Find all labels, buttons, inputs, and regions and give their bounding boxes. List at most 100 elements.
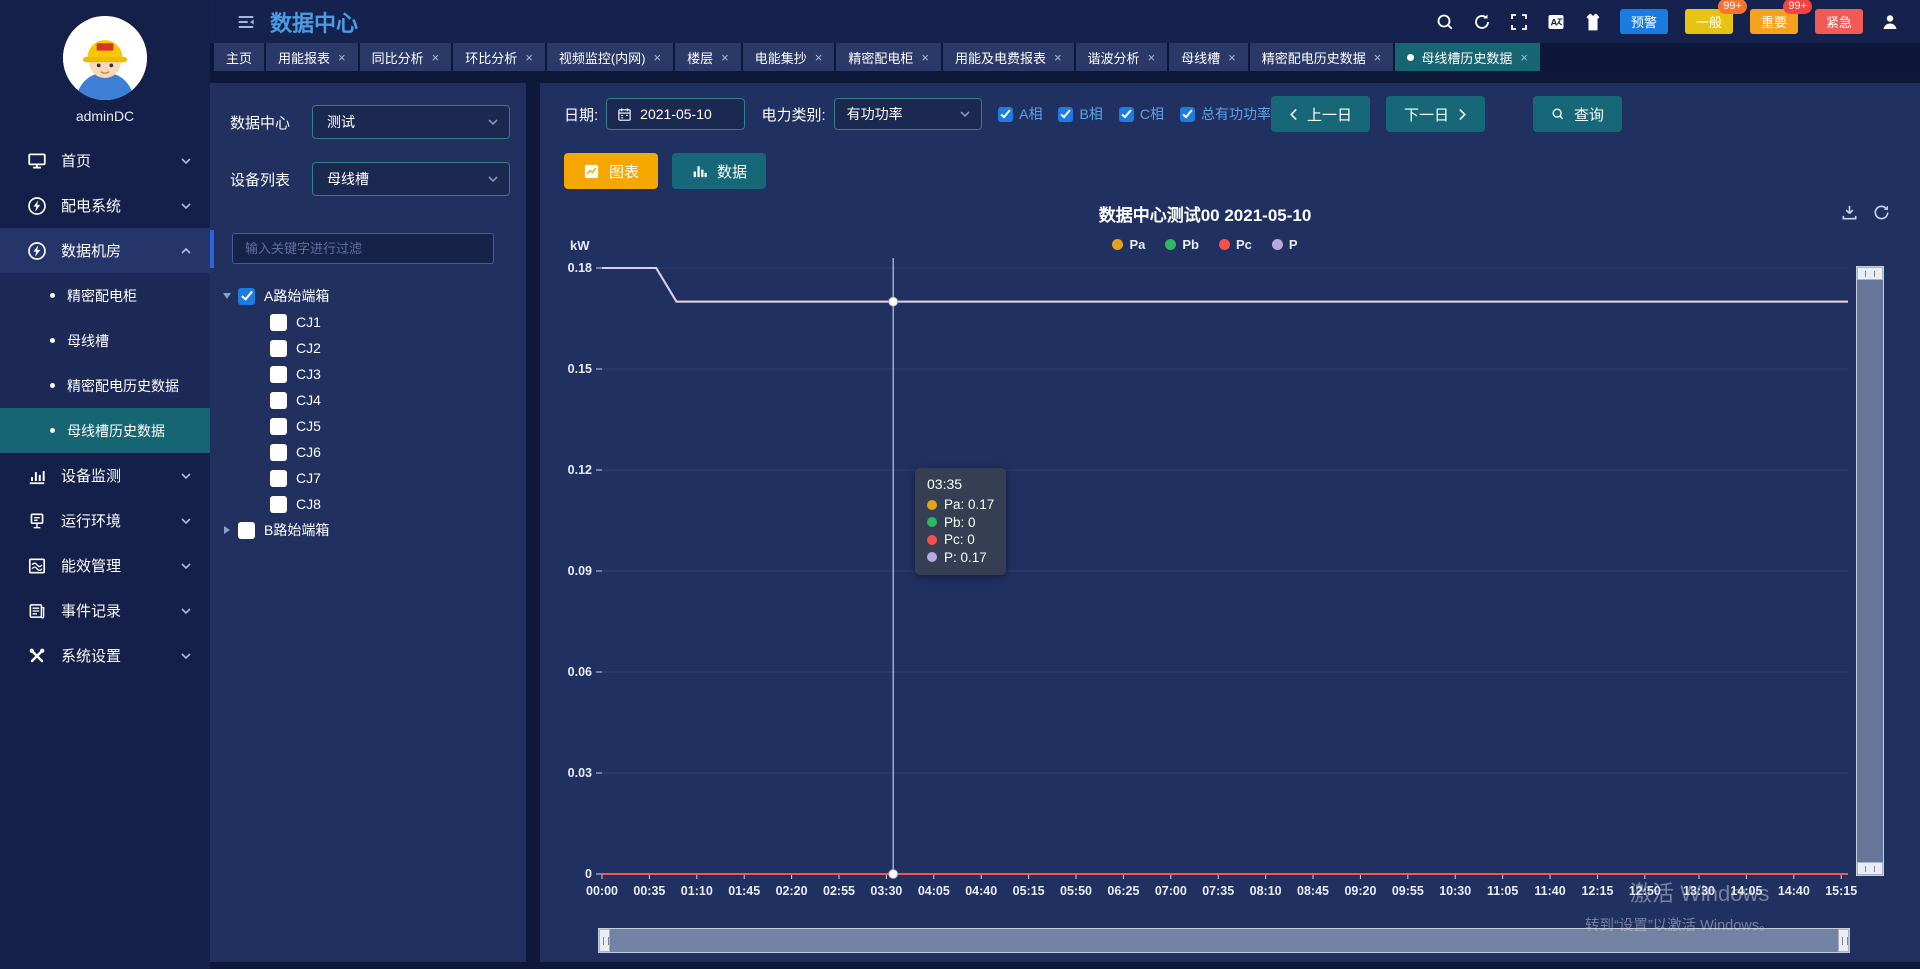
close-icon[interactable] [338,51,346,64]
tab[interactable]: 母线槽 [1169,43,1248,71]
close-icon[interactable] [815,51,823,64]
tab[interactable]: 环比分析 [453,43,545,71]
sidebar-item[interactable]: 配电系统 [0,183,210,228]
device-list-select[interactable]: 母线槽 [312,162,510,196]
close-icon[interactable] [1228,51,1236,64]
reload-icon[interactable] [1872,203,1892,223]
user-icon[interactable] [1880,12,1900,32]
phase-checkbox-item[interactable]: B相 [1058,104,1103,124]
phase-checkbox-item[interactable]: C相 [1118,104,1164,124]
sidebar-item[interactable]: 数据机房 [0,228,210,273]
tree-row[interactable]: CJ5 [210,413,526,439]
tree-row[interactable]: CJ6 [210,439,526,465]
prev-day-button[interactable]: 上一日 [1270,96,1370,132]
alarm-button[interactable]: 重要 99+ [1749,0,1812,34]
tree-row[interactable]: B路始端箱 [210,517,526,543]
sidebar-item[interactable]: 能效管理 [0,543,210,588]
close-icon[interactable] [432,51,440,64]
sidebar-subitem[interactable]: 母线槽 [0,318,210,363]
tree-row[interactable]: CJ8 [210,491,526,517]
filter-search-input[interactable] [232,233,494,264]
slider-handle-left[interactable] [599,929,610,952]
vertical-datazoom-slider[interactable] [1856,266,1884,876]
tree-row[interactable]: CJ4 [210,387,526,413]
checkbox[interactable] [1058,106,1074,122]
checkbox[interactable] [270,365,287,383]
caret-icon[interactable] [224,526,230,534]
next-day-button[interactable]: 下一日 [1385,96,1485,132]
tab[interactable]: 视频监控(内网) [546,43,674,71]
close-icon[interactable] [1054,51,1062,64]
menu-fold-icon[interactable] [236,12,256,32]
close-icon[interactable] [1148,51,1156,64]
close-icon[interactable] [525,51,533,64]
horizontal-datazoom-slider[interactable] [598,928,1850,953]
tab[interactable]: 同比分析 [359,43,452,71]
tab[interactable]: 用能报表 [266,43,358,71]
checkbox[interactable] [270,443,287,461]
sidebar-subitem[interactable]: 精密配电历史数据 [0,363,210,408]
checkbox[interactable] [270,469,287,487]
sidebar-item[interactable]: 首页 [0,138,210,183]
power-type-select[interactable]: 有功功率 [833,98,983,130]
close-icon[interactable] [654,51,662,64]
checkbox[interactable] [238,287,255,305]
alarm-button[interactable]: 紧急 [1814,9,1863,34]
checkbox[interactable] [238,521,255,539]
checkbox[interactable] [1179,106,1195,122]
slider-handle-bottom[interactable] [1857,862,1883,875]
fullscreen-icon[interactable] [1509,12,1529,32]
alarm-button[interactable]: 一般 99+ [1684,0,1747,34]
checkbox[interactable] [998,106,1014,122]
tree-row[interactable]: CJ1 [210,309,526,335]
sidebar-item[interactable]: 事件记录 [0,588,210,633]
translate-icon[interactable]: A [1546,12,1566,32]
sidebar-item[interactable]: 设备监测 [0,453,210,498]
download-icon[interactable] [1840,203,1860,223]
tree-row[interactable]: CJ2 [210,335,526,361]
tooltip-row: P: 0.17 [927,549,994,567]
sidebar-item[interactable]: 系统设置 [0,633,210,678]
checkbox[interactable] [270,339,287,357]
close-icon[interactable] [1374,51,1382,64]
vest-icon[interactable] [1583,12,1603,32]
tab[interactable]: 精密配电柜 [836,43,941,71]
phase-checkbox-item[interactable]: 总有功功率 [1179,104,1271,124]
checkbox[interactable] [270,313,287,331]
checkbox[interactable] [270,495,287,513]
tab[interactable]: 谐波分析 [1075,43,1168,71]
avatar[interactable] [63,16,147,100]
close-icon[interactable] [921,51,929,64]
close-icon[interactable] [1520,51,1528,64]
chart-view-button[interactable]: 图表 [564,153,658,189]
slider-handle-right[interactable] [1838,929,1849,952]
query-button[interactable]: 查询 [1532,96,1622,132]
datacenter-select[interactable]: 测试 [312,105,510,139]
checkbox[interactable] [1118,106,1134,122]
tree-row[interactable]: A路始端箱 [210,283,526,309]
date-picker[interactable]: 2021-05-10 [606,98,746,130]
data-view-button[interactable]: 数据 [672,153,766,189]
close-icon[interactable] [721,51,729,64]
tree-row[interactable]: CJ7 [210,465,526,491]
tab[interactable]: 电能集抄 [742,43,835,71]
tree-row[interactable]: CJ3 [210,361,526,387]
svg-text:03:30: 03:30 [870,884,902,898]
search-icon[interactable] [1435,12,1455,32]
tab[interactable]: 精密配电历史数据 [1249,43,1394,71]
caret-icon[interactable] [223,293,231,299]
tab[interactable]: 用能及电费报表 [942,43,1074,71]
slider-handle-top[interactable] [1857,267,1883,280]
tab[interactable]: 楼层 [675,43,741,71]
phase-checkbox-item[interactable]: A相 [998,104,1042,124]
sidebar-subitem[interactable]: 母线槽历史数据 [0,408,210,453]
alarm-button[interactable]: 预警 [1619,9,1668,34]
sidebar-subitem[interactable]: 精密配电柜 [0,273,210,318]
tab[interactable]: 母线槽历史数据 [1395,43,1540,71]
refresh-icon[interactable] [1472,12,1492,32]
checkbox[interactable] [270,391,287,409]
sidebar-item[interactable]: 运行环境 [0,498,210,543]
line-chart[interactable]: 0 0.03 0.06 0.09 0.12 0.15 0.18 00:00 00:35 01:10… [550,248,1860,908]
checkbox[interactable] [270,417,287,435]
tab[interactable]: 主页 [214,43,265,71]
